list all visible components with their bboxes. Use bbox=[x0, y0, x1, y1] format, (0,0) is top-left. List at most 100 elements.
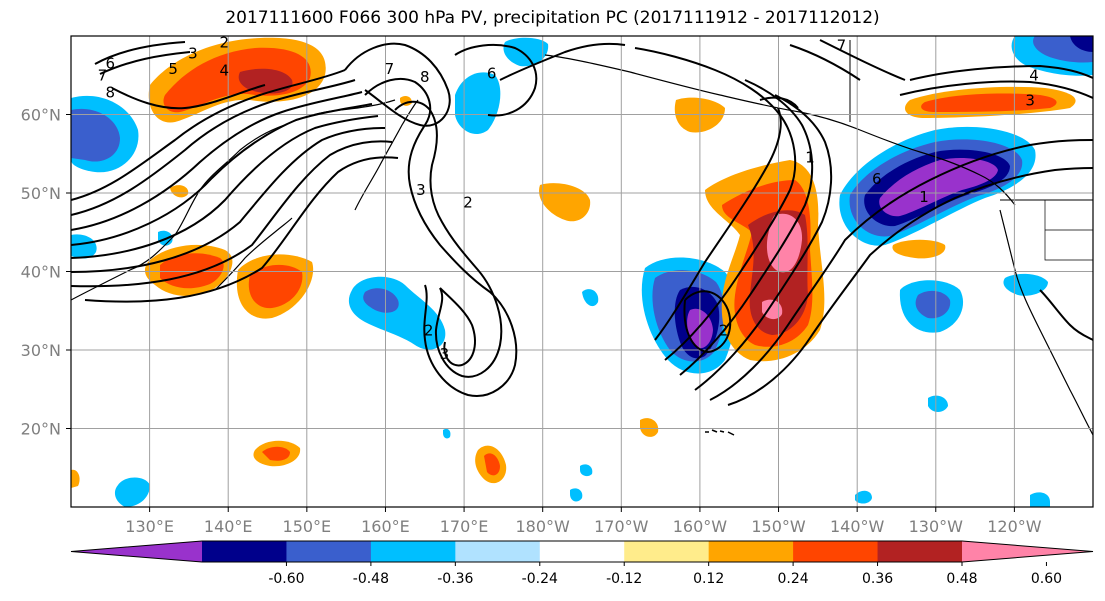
colorbar-segment bbox=[539, 541, 625, 562]
precip-positive-area bbox=[160, 253, 224, 289]
pv-contour bbox=[71, 140, 393, 288]
lon-tick-label: 160°W bbox=[673, 517, 728, 536]
precip-negative-area bbox=[114, 477, 150, 507]
colorbar-tick-label: -0.36 bbox=[437, 571, 473, 587]
precip-negative-area bbox=[1030, 492, 1050, 507]
pv-contour-label: 6 bbox=[872, 170, 882, 188]
precip-negative-area bbox=[582, 289, 599, 307]
japan-coastline bbox=[214, 217, 293, 291]
pv-contour bbox=[683, 290, 732, 354]
precip-positive-area bbox=[640, 418, 659, 437]
colorbar-tick-label: 0.36 bbox=[862, 571, 893, 587]
colorbar-segment bbox=[455, 541, 541, 562]
colorbar-tick-label: -0.48 bbox=[353, 571, 389, 587]
pv-contour-label: 3 bbox=[416, 181, 426, 199]
colorbar-tick-label: 0.12 bbox=[693, 571, 724, 587]
pv-contour bbox=[709, 139, 1093, 401]
pv-contour bbox=[499, 42, 626, 81]
pv-contour bbox=[759, 96, 799, 109]
pv-contour-label: 4 bbox=[1029, 66, 1039, 84]
precip-negative-area bbox=[71, 234, 97, 259]
precip-negative-area bbox=[855, 490, 872, 504]
colorbar-segment bbox=[202, 541, 287, 562]
precip-negative-area bbox=[71, 469, 80, 488]
precip-negative-area bbox=[503, 37, 549, 67]
pv-contour bbox=[789, 39, 906, 81]
pv-contour bbox=[439, 287, 476, 367]
colorbar-tick-label: -0.24 bbox=[522, 571, 558, 587]
precip-positive-area bbox=[238, 68, 293, 94]
pv-contour-label: 7 bbox=[98, 66, 108, 84]
us-states-border bbox=[1044, 200, 1093, 261]
pv-contour bbox=[394, 100, 503, 378]
pv-contour-label: 4 bbox=[220, 62, 230, 80]
colorbar-tick-label: 0.48 bbox=[946, 571, 977, 587]
pv-contour-label: 7 bbox=[837, 36, 847, 54]
lat-tick-label: 50°N bbox=[21, 184, 61, 203]
colorbar-segment bbox=[286, 541, 372, 562]
precip-positive-area bbox=[163, 47, 311, 113]
pv-contour bbox=[454, 43, 538, 117]
pv-contour-label: 3 bbox=[1025, 91, 1035, 109]
pv-contour-label: 5 bbox=[168, 60, 178, 78]
pv-contour-label: 1 bbox=[805, 149, 815, 167]
north-america-west-coast bbox=[999, 209, 1093, 436]
longitude-tick-labels: 130°E 140°E 150°E 160°E 170°E 180°W 170°W 160°W… bbox=[125, 507, 1042, 536]
colorbar-tick-label: 0.24 bbox=[778, 571, 809, 587]
pv-contour-label: 6 bbox=[487, 65, 497, 83]
colorbar-segment bbox=[708, 541, 794, 562]
lon-tick-label: 120°W bbox=[987, 517, 1042, 536]
pv-contour-label: 3 bbox=[188, 44, 198, 62]
lon-tick-label: 160°E bbox=[361, 517, 410, 536]
precip-positive-area bbox=[921, 93, 1057, 112]
pv-contour bbox=[71, 91, 363, 231]
precip-positive-area bbox=[170, 185, 189, 198]
precip-negative-area bbox=[363, 288, 399, 313]
precip-negative-area bbox=[443, 428, 451, 439]
pv-contour bbox=[344, 42, 451, 127]
pv-contour-label: 3 bbox=[440, 345, 450, 363]
pv-contour-label: 2 bbox=[463, 193, 473, 211]
pv-contour-label: 8 bbox=[106, 84, 116, 102]
pv-contour-label: 7 bbox=[385, 60, 395, 78]
pv-contour bbox=[1039, 289, 1093, 341]
precip-negative-area bbox=[1070, 36, 1093, 52]
colorbar-extend-high bbox=[962, 541, 1093, 562]
pv-contour bbox=[71, 103, 373, 246]
colorbar-tick-label: 0.60 bbox=[1031, 571, 1062, 587]
pv-contour bbox=[694, 94, 833, 391]
pv-contour bbox=[71, 69, 346, 201]
precip-negative-area bbox=[71, 108, 120, 162]
pv-contour bbox=[679, 79, 814, 376]
precip-negative-area bbox=[455, 72, 501, 135]
gridlines bbox=[71, 36, 1093, 507]
colorbar-outline bbox=[70, 540, 1094, 563]
precip-positive-area bbox=[484, 453, 500, 476]
pv-contour bbox=[909, 64, 1093, 81]
pv-contour bbox=[71, 115, 379, 259]
lon-tick-label: 140°E bbox=[204, 517, 253, 536]
precip-negative-area bbox=[915, 290, 951, 319]
colorbar-segment bbox=[370, 541, 456, 562]
colorbar-segment bbox=[793, 541, 879, 562]
pv-contours bbox=[71, 39, 1093, 406]
lon-tick-label: 180°W bbox=[516, 517, 571, 536]
colorbar-tick-label: -0.60 bbox=[268, 571, 304, 587]
pv-contour bbox=[727, 167, 1093, 406]
lat-tick-label: 30°N bbox=[21, 341, 61, 360]
precip-positive-area bbox=[892, 239, 946, 259]
kamchatka-coastline bbox=[354, 99, 419, 211]
lon-tick-label: 150°E bbox=[283, 517, 332, 536]
lat-tick-label: 20°N bbox=[21, 420, 61, 439]
hawaii-islands bbox=[705, 429, 735, 436]
lon-tick-label: 130°W bbox=[909, 517, 964, 536]
precip-positive-area bbox=[262, 446, 290, 461]
colorbar: -0.60 -0.48 -0.36 -0.24 -0.12 0.12 0.24 0.36 0.4… bbox=[70, 540, 1094, 587]
pv-contour-label: 8 bbox=[420, 68, 430, 86]
pv-contour bbox=[654, 107, 782, 341]
pv-contour bbox=[634, 47, 797, 361]
pv-contour-label: 1 bbox=[919, 188, 929, 206]
precip-positive-area bbox=[248, 264, 303, 309]
colorbar-tick-label: -0.12 bbox=[606, 571, 642, 587]
